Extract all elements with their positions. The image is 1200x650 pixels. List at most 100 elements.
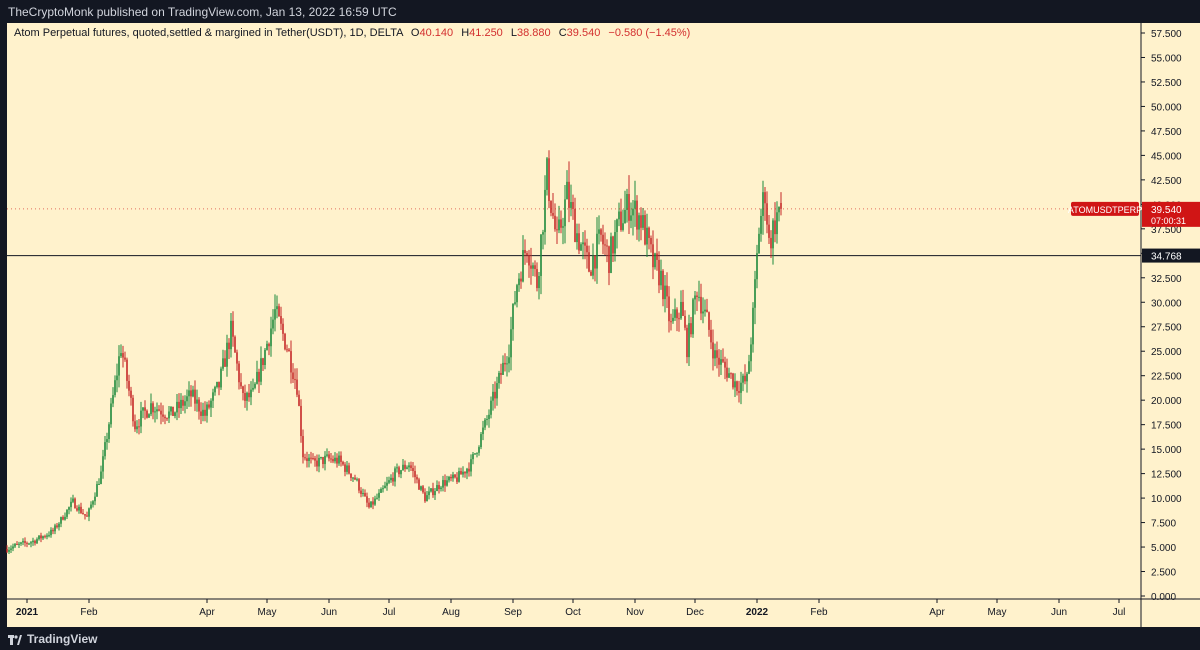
- candle-body: [722, 359, 724, 362]
- candle-body: [74, 498, 76, 509]
- candle-body: [410, 465, 412, 469]
- candle-body: [528, 255, 530, 266]
- candle-body: [8, 549, 10, 552]
- candle-body: [212, 392, 214, 401]
- candle-body: [166, 418, 168, 420]
- candle-body: [388, 480, 390, 483]
- candle-body: [486, 419, 488, 421]
- candle-body: [576, 233, 578, 243]
- candle-body: [272, 319, 274, 329]
- candle-body: [234, 336, 236, 353]
- candle-body: [198, 399, 200, 412]
- candle-body: [314, 458, 316, 461]
- candle-body: [344, 464, 346, 472]
- candle-body: [360, 490, 362, 494]
- candle-body: [536, 269, 538, 289]
- candle-body: [150, 403, 152, 415]
- candle-body: [68, 507, 70, 510]
- published-header: TheCryptoMonk published on TradingView.c…: [8, 5, 397, 19]
- candle-body: [286, 349, 288, 351]
- candle-body: [400, 470, 402, 475]
- candle-body: [186, 396, 188, 402]
- candle-body: [586, 245, 588, 253]
- candle-body: [298, 394, 300, 406]
- candle-body: [430, 488, 432, 492]
- candle-body: [598, 229, 600, 234]
- candle-body: [192, 389, 194, 397]
- candle-body: [226, 342, 228, 367]
- candle-body: [278, 306, 280, 317]
- candle-body: [526, 253, 528, 256]
- last-price-label: 39.540: [1151, 205, 1182, 216]
- candle-body: [326, 454, 328, 456]
- candle-body: [170, 406, 172, 412]
- legend-high-value: 41.250: [469, 27, 503, 39]
- candle-body: [96, 484, 98, 497]
- candle-body: [718, 357, 720, 365]
- candle-body: [264, 349, 266, 366]
- candle-body: [724, 361, 726, 368]
- candle-body: [696, 295, 698, 298]
- candle-body: [280, 316, 282, 324]
- y-tick-label: 27.500: [1151, 323, 1182, 334]
- candle-body: [294, 379, 296, 381]
- candle-body: [382, 488, 384, 490]
- candle-body: [206, 404, 208, 416]
- candle-body: [672, 317, 674, 322]
- candle-body: [172, 406, 174, 416]
- candles-group: [6, 150, 780, 555]
- candle-body: [716, 350, 718, 358]
- candle-body: [250, 389, 252, 398]
- candle-body: [636, 200, 638, 230]
- candle-body: [456, 477, 458, 482]
- x-tick-label: Jul: [1113, 607, 1126, 618]
- candle-body: [478, 447, 480, 453]
- candle-body: [396, 467, 398, 469]
- candle-body: [276, 306, 278, 310]
- candle-body: [72, 498, 74, 502]
- candle-body: [552, 212, 554, 216]
- candle-body: [488, 414, 490, 420]
- candle-body: [688, 323, 690, 358]
- candle-body: [36, 539, 38, 544]
- y-tick-label: 42.500: [1151, 176, 1182, 187]
- candle-body: [136, 426, 138, 430]
- symbol-tag: [1071, 201, 1139, 216]
- candle-body: [574, 208, 576, 243]
- candle-body: [322, 457, 324, 465]
- candle-body: [38, 535, 40, 540]
- candle-body: [348, 465, 350, 474]
- candle-body: [120, 353, 122, 357]
- candle-body: [634, 200, 636, 209]
- candle-body: [16, 544, 18, 546]
- candle-body: [550, 200, 552, 213]
- candle-body: [750, 344, 752, 362]
- candle-body: [504, 362, 506, 365]
- y-tick-label: 22.500: [1151, 372, 1182, 383]
- candle-body: [218, 381, 220, 388]
- candle-body: [548, 158, 550, 201]
- candle-body: [666, 285, 668, 297]
- x-tick-label: 2022: [746, 607, 769, 618]
- candle-body: [464, 471, 466, 474]
- candle-body: [132, 397, 134, 422]
- chart-legend: Atom Perpetual futures, quoted,settled &…: [14, 27, 690, 39]
- candle-body: [508, 357, 510, 364]
- y-tick-label: 25.000: [1151, 347, 1182, 358]
- candle-body: [152, 403, 154, 413]
- candle-body: [604, 244, 606, 246]
- candle-body: [300, 405, 302, 437]
- candle-body: [124, 357, 126, 360]
- candle-body: [338, 455, 340, 464]
- candle-body: [580, 244, 582, 251]
- candle-body: [104, 442, 106, 457]
- candle-body: [704, 309, 706, 312]
- y-tick-label: 37.500: [1151, 225, 1182, 236]
- candle-body: [712, 342, 714, 359]
- tradingview-brand[interactable]: TradingView: [8, 629, 97, 649]
- candle-body: [530, 265, 532, 269]
- chart-area[interactable]: [7, 23, 1200, 627]
- candle-body: [116, 375, 118, 381]
- candle-body: [66, 509, 68, 517]
